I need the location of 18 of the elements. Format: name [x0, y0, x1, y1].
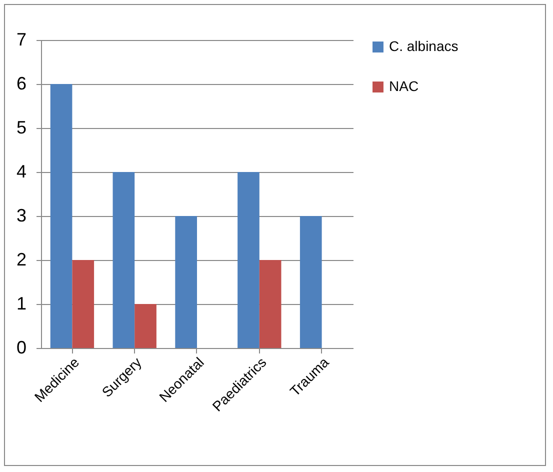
bar — [300, 216, 322, 348]
bar — [175, 216, 197, 348]
legend-label: NAC — [389, 78, 419, 94]
bar — [238, 172, 260, 348]
legend-label: C. albinacs — [389, 38, 458, 54]
y-tick-label: 4 — [16, 162, 26, 182]
bar — [134, 304, 156, 348]
bar — [259, 260, 282, 348]
y-tick-label: 2 — [16, 250, 26, 270]
y-tick-label: 7 — [16, 30, 26, 50]
bar — [72, 260, 94, 348]
bar — [50, 84, 72, 348]
bar — [112, 172, 135, 348]
y-tick-label: 0 — [16, 338, 26, 358]
y-tick-label: 1 — [16, 294, 26, 314]
y-tick-label: 6 — [16, 74, 26, 94]
y-tick-label: 3 — [16, 206, 26, 226]
y-tick-label: 5 — [16, 118, 26, 138]
